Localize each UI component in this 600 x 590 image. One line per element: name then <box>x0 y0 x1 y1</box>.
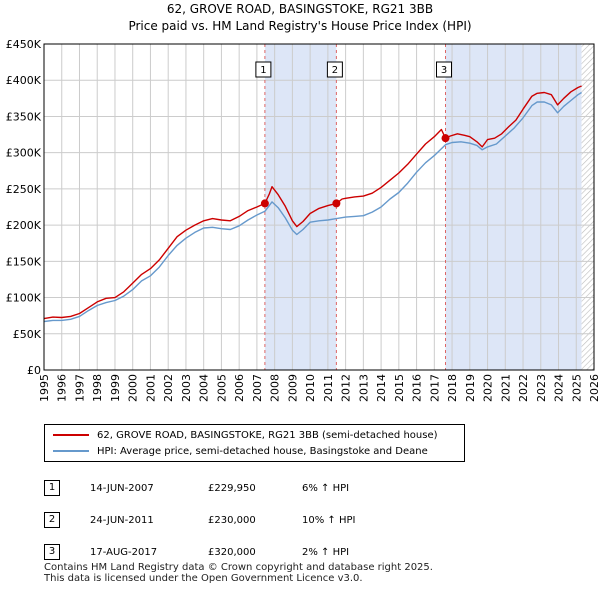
footer-licence: This data is licensed under the Open Gov… <box>44 573 363 584</box>
sale-badge-label: 2 <box>332 65 338 76</box>
sale-date: 17-AUG-2017 <box>90 546 158 558</box>
table-row: 1 14-JUN-2007 £229,950 6% ↑ HPI <box>44 472 355 504</box>
y-tick-label: £300K <box>6 147 42 160</box>
x-tick-label: 2021 <box>499 374 512 402</box>
y-tick-label: £350K <box>6 110 42 123</box>
x-tick-label: 2012 <box>340 374 353 402</box>
x-tick-label: 1997 <box>73 374 86 402</box>
sale-marker-badge: 2 <box>44 512 60 528</box>
x-tick-label: 2010 <box>304 374 317 402</box>
y-tick-label: £400K <box>6 74 42 87</box>
table-row: 2 24-JUN-2011 £230,000 10% ↑ HPI <box>44 504 355 536</box>
x-tick-label: 2003 <box>180 374 193 402</box>
sale-badge-box <box>326 61 343 78</box>
x-tick-label: 1998 <box>91 374 104 402</box>
footer: Contains HM Land Registry data © Crown c… <box>44 562 433 584</box>
x-tick-label: 2007 <box>251 374 264 402</box>
y-tick-label: £0 <box>27 364 41 377</box>
sale-hpi-diff: 10% ↑ HPI <box>302 514 356 526</box>
sale-price: £320,000 <box>208 546 256 558</box>
legend-label-hpi: HPI: Average price, semi-detached house,… <box>97 446 428 457</box>
property-price-line <box>43 85 582 320</box>
x-tick-label: 1995 <box>38 374 51 402</box>
sale-point <box>441 134 450 143</box>
x-tick-label: 1996 <box>56 374 69 402</box>
y-tick-label: £250K <box>6 183 42 196</box>
legend-label-property: 62, GROVE ROAD, BASINGSTOKE, RG21 3BB (s… <box>97 430 438 441</box>
title-line-1: 62, GROVE ROAD, BASINGSTOKE, RG21 3BB <box>166 2 434 16</box>
table-row: 3 17-AUG-2017 £320,000 2% ↑ HPI <box>44 536 355 568</box>
footer-copyright: Contains HM Land Registry data © Crown c… <box>44 562 433 573</box>
sale-badge-label: 3 <box>441 65 447 76</box>
x-tick-label: 2018 <box>446 374 459 402</box>
sale-marker-badge: 3 <box>44 544 60 560</box>
title-line-2: Price paid vs. HM Land Registry's House … <box>128 19 472 33</box>
sale-point <box>260 199 269 208</box>
x-tick-label: 2013 <box>357 374 370 402</box>
sale-marker-badge: 1 <box>44 480 60 496</box>
x-tick-label: 2025 <box>570 374 583 402</box>
x-tick-label: 2008 <box>269 374 282 402</box>
x-tick-label: 2023 <box>535 374 548 402</box>
x-tick-label: 2022 <box>517 374 530 402</box>
sale-point <box>332 199 341 208</box>
x-tick-label: 2011 <box>322 374 335 402</box>
x-tick-label: 2024 <box>553 374 566 402</box>
ownership-shade <box>445 44 582 370</box>
projection-hatch <box>581 44 594 370</box>
y-tick-label: £200K <box>6 219 42 232</box>
x-tick-label: 2004 <box>198 374 211 402</box>
x-tick-label: 2001 <box>144 374 157 402</box>
x-tick-label: 2020 <box>482 374 495 402</box>
x-tick-label: 2015 <box>393 374 406 402</box>
y-tick-label: £450K <box>6 38 42 51</box>
sale-badge-box <box>255 61 272 78</box>
legend-item-property: 62, GROVE ROAD, BASINGSTOKE, RG21 3BB (s… <box>53 428 438 444</box>
sale-badge-box <box>436 61 452 78</box>
hpi-line <box>43 91 582 323</box>
chart-title: 62, GROVE ROAD, BASINGSTOKE, RG21 3BB Pr… <box>0 0 600 35</box>
legend: 62, GROVE ROAD, BASINGSTOKE, RG21 3BB (s… <box>44 424 465 462</box>
x-tick-label: 1999 <box>109 374 122 402</box>
x-tick-label: 2026 <box>588 374 600 402</box>
price-chart: 1 2 3 £0 £50K £100K £150K £200K £250K £300K £350K… <box>6 38 600 402</box>
sale-price: £230,000 <box>208 514 256 526</box>
sale-hpi-diff: 6% ↑ HPI <box>302 482 350 494</box>
x-tick-label: 2019 <box>464 374 477 402</box>
legend-item-hpi: HPI: Average price, semi-detached house,… <box>53 444 428 460</box>
x-tick-label: 2000 <box>127 374 140 402</box>
plot-frame <box>43 43 595 371</box>
x-tick-label: 2009 <box>286 374 299 402</box>
sale-price: £229,950 <box>208 482 256 494</box>
sale-hpi-diff: 2% ↑ HPI <box>302 546 350 558</box>
x-tick-label: 2005 <box>215 374 228 402</box>
legend-swatch-property <box>53 434 89 436</box>
y-tick-label: £50K <box>13 328 42 341</box>
x-tick-label: 2006 <box>233 374 246 402</box>
y-tick-label: £150K <box>6 255 42 268</box>
x-tick-label: 2017 <box>428 374 441 402</box>
x-tick-label: 2014 <box>375 374 388 402</box>
sale-badge-label: 1 <box>260 65 266 76</box>
x-tick-label: 2002 <box>162 374 175 402</box>
sales-table: 1 14-JUN-2007 £229,950 6% ↑ HPI 2 24-JUN… <box>44 472 355 568</box>
y-tick-label: £100K <box>6 292 42 305</box>
sale-date: 14-JUN-2007 <box>90 482 154 494</box>
x-tick-label: 2016 <box>411 374 424 402</box>
sale-date: 24-JUN-2011 <box>90 514 154 526</box>
legend-swatch-hpi <box>53 450 89 452</box>
